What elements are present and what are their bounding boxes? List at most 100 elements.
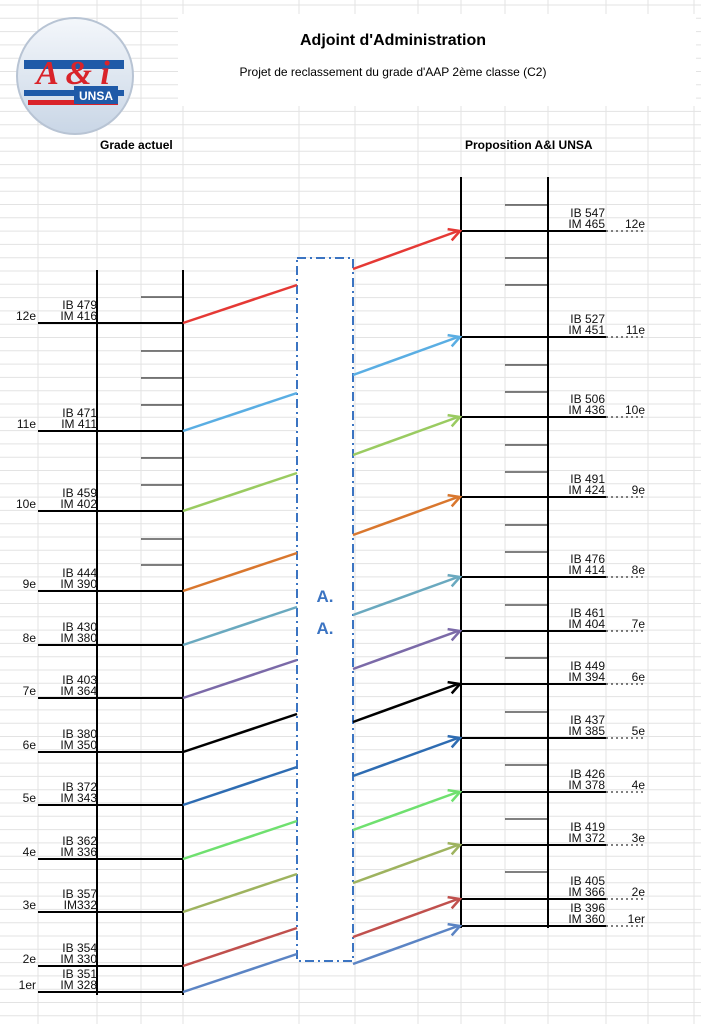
right-step-im: IM 424 [568,483,605,497]
left-step-ib: IB 354 [62,941,97,955]
left-step-number: 2e [23,952,37,966]
left-step-ib: IB 444 [62,566,97,580]
arrow-left-segment [182,471,298,513]
arrow-right-segment [352,335,459,377]
step-arrow [182,413,463,513]
arrow-head [447,493,463,508]
left-step-im: IM 328 [60,978,97,992]
left-step-number: 4e [23,845,37,859]
arrow-right-segment [352,790,459,832]
step-arrow [182,841,463,914]
arrow-left-segment [182,765,298,807]
right-step-number: 1er [628,912,645,926]
right-step-ib: IB 527 [570,312,605,326]
left-step-ib: IB 357 [62,887,97,901]
arrow-right-segment [352,924,459,966]
right-step-ib: IB 461 [570,606,605,620]
step-arrow [182,493,463,593]
arrow-head [447,734,463,749]
left-step-im: IM332 [64,898,98,912]
left-step-im: IM 411 [61,417,97,431]
step-arrow [182,333,463,433]
arrow-left-segment [182,819,298,861]
right-step-im: IM 394 [568,670,605,684]
arrow-right-segment [352,897,459,939]
ladders [96,177,549,995]
left-step-number: 7e [23,684,37,698]
left-step-number: 9e [23,577,37,591]
right-step-number: 10e [625,403,645,417]
center-box [296,257,354,962]
logo: A & i UNSA [16,17,134,135]
right-step-ib: IB 491 [570,472,605,486]
right-step-number: 5e [632,724,646,738]
left-step-im: IM 416 [60,309,97,323]
right-step-im: IM 451 [568,323,605,337]
right-step-im: IM 372 [568,831,605,845]
right-step-number: 2e [632,885,646,899]
arrow-right-segment [352,495,459,537]
arrow-left-segment [182,872,298,914]
left-step-ib: IB 471 [62,406,97,420]
right-step-im: IM 404 [568,617,605,631]
right-step-number: 12e [625,217,645,231]
right-step-im: IM 366 [568,885,605,899]
arrow-left-segment [182,952,298,994]
right-step-im: IM 436 [568,403,605,417]
arrow-right-segment [352,229,459,271]
left-step-ib: IB 372 [62,780,97,794]
arrow-left-segment [182,391,298,433]
left-step-number: 11e [17,417,36,431]
step-arrow [182,734,463,807]
arrow-left-segment [182,283,298,325]
left-step-number: 1er [19,978,36,992]
left-step-ib: IB 403 [62,673,97,687]
right-step-im: IM 465 [568,217,605,231]
step-arrow [182,680,463,754]
arrow-right-segment [352,415,459,457]
arrow-right-segment [352,682,459,724]
page-subtitle: Projet de reclassement du grade d'AAP 2è… [240,65,547,79]
arrow-head [447,627,463,642]
left-step-im: IM 350 [60,738,97,752]
right-step-number: 11e [626,323,645,337]
left-step-im: IM 336 [60,845,97,859]
arrows [182,227,463,994]
left-step-im: IM 343 [60,791,97,805]
left-step-number: 8e [23,631,37,645]
right-step-ib: IB 547 [570,206,605,220]
left-step-im: IM 380 [60,631,97,645]
right-step-number: 9e [632,483,646,497]
left-step-im: IM 330 [60,952,97,966]
arrow-right-segment [352,575,459,617]
left-step-im: IM 402 [60,497,97,511]
arrow-head [447,227,463,242]
arrow-head [447,922,463,937]
right-step-im: IM 360 [568,912,605,926]
right-step-ib: IB 426 [570,767,605,781]
right-step-number: 6e [632,670,646,684]
right-step-number: 3e [632,831,646,845]
logo-sub-text: UNSA [79,89,113,103]
right-step-number: 7e [632,617,646,631]
arrow-head [447,788,463,803]
left-step-number: 10e [16,497,36,511]
left-step-im: IM 390 [60,577,97,591]
